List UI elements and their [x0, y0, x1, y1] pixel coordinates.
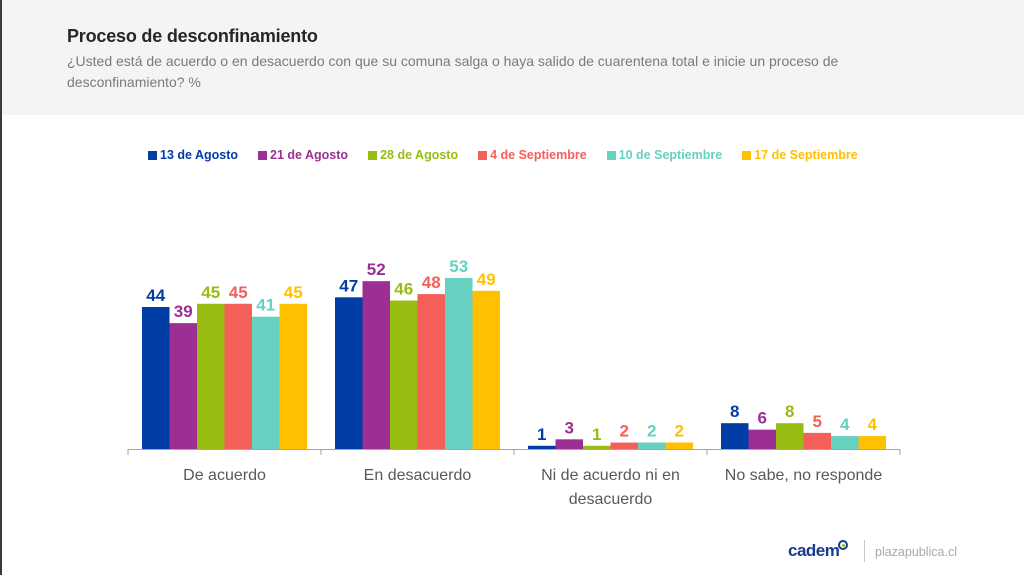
data-label: 41	[256, 296, 275, 315]
cadem-logo: cadem	[788, 541, 840, 560]
data-label: 1	[537, 425, 546, 444]
bar	[197, 303, 225, 449]
bar	[390, 300, 418, 449]
data-label: 45	[201, 283, 220, 302]
cadem-logo-target-icon	[838, 540, 848, 550]
legend-item: 4 de Septiembre	[478, 148, 587, 162]
bar	[335, 297, 363, 449]
bar	[362, 281, 390, 449]
legend-label: 10 de Septiembre	[618, 148, 723, 162]
category-label: No sabe, no responde	[725, 467, 883, 484]
bar	[721, 423, 749, 449]
bar	[803, 432, 831, 449]
category-label: Ni de acuerdo ni en	[541, 467, 680, 484]
data-label: 39	[174, 302, 193, 321]
footer-site-link[interactable]: plazapublica.cl	[875, 545, 957, 559]
data-label: 2	[647, 422, 656, 441]
window-edge	[0, 0, 2, 575]
legend-swatch	[368, 150, 378, 160]
bar	[638, 442, 666, 449]
bar	[528, 445, 556, 449]
data-label: 2	[675, 422, 684, 441]
bar	[831, 436, 859, 449]
page-subtitle: ¿Usted está de acuerdo o en desacuerdo c…	[67, 53, 839, 90]
data-label: 47	[339, 276, 358, 295]
data-label: 4	[840, 415, 850, 434]
legend-label: 28 de Agosto	[380, 148, 459, 162]
data-label: 8	[785, 402, 794, 421]
data-label: 1	[592, 425, 601, 444]
page-title: Proceso de desconfinamiento	[67, 26, 318, 46]
legend-item: 21 de Agosto	[258, 148, 348, 162]
bar	[142, 307, 170, 449]
bar	[472, 290, 500, 449]
bar	[169, 323, 197, 449]
data-label: 45	[229, 283, 248, 302]
data-label: 44	[146, 286, 165, 305]
bar	[748, 429, 776, 449]
data-label: 45	[284, 283, 303, 302]
data-label: 49	[477, 270, 496, 289]
bar	[555, 439, 583, 449]
legend-item: 13 de Agosto	[148, 148, 238, 162]
category-label: desacuerdo	[569, 491, 653, 508]
data-label: 2	[620, 422, 629, 441]
legend-label: 4 de Septiembre	[490, 148, 587, 162]
data-label: 8	[730, 402, 739, 421]
bar	[224, 303, 252, 449]
legend-item: 28 de Agosto	[368, 148, 458, 162]
data-label: 53	[449, 257, 468, 276]
legend-swatch	[742, 150, 752, 160]
legend-label: 13 de Agosto	[160, 148, 239, 162]
bar	[252, 316, 280, 449]
bar	[610, 442, 638, 449]
bar	[279, 303, 307, 449]
data-label: 6	[758, 409, 767, 428]
data-label: 3	[565, 418, 574, 437]
category-label: En desacuerdo	[364, 467, 472, 484]
legend-label: 17 de Septiembre	[754, 148, 858, 162]
footer-divider	[864, 540, 865, 562]
category-label: De acuerdo	[183, 467, 266, 484]
legend-label: 21 de Agosto	[270, 148, 349, 162]
chart-legend: 13 de Agosto 21 de Agosto 28 de Agosto 4 de…	[148, 148, 878, 162]
legend-item: 10 de Septiembre	[606, 148, 723, 162]
data-label: 48	[422, 273, 441, 292]
data-label: 4	[868, 415, 878, 434]
bar	[583, 445, 611, 449]
legend-swatch	[606, 150, 616, 160]
bar	[445, 277, 473, 449]
legend-swatch	[148, 150, 157, 160]
legend-swatch	[258, 150, 268, 160]
data-label: 52	[367, 260, 386, 279]
bar	[417, 294, 445, 449]
bar	[665, 442, 693, 449]
header-band	[2, 0, 1024, 115]
bar	[776, 423, 804, 449]
bar	[858, 436, 886, 449]
legend-item: 17 de Septiembre	[742, 148, 858, 162]
data-label: 46	[394, 280, 413, 299]
data-label: 5	[813, 412, 822, 431]
legend-swatch	[478, 150, 488, 160]
